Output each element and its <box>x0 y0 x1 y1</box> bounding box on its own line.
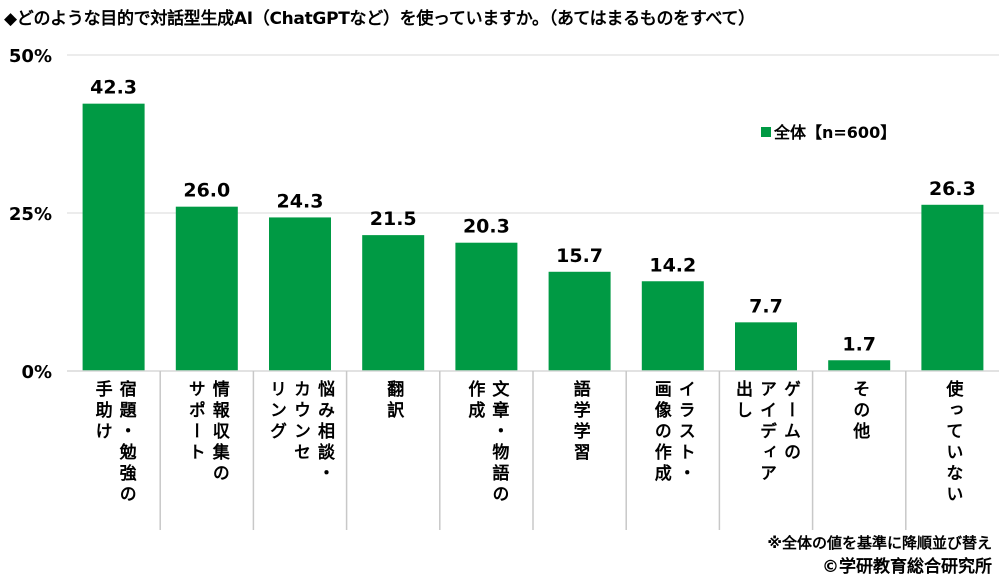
category-label: 宿題・勉強の 手助け <box>91 380 136 506</box>
bar <box>455 242 518 371</box>
bar <box>641 281 704 371</box>
category-label: イラスト・ 画像の作成 <box>650 380 695 485</box>
category-label: 語学学習 <box>569 380 590 464</box>
legend-swatch <box>761 127 771 137</box>
chart-title: ◆どのような目的で対話型生成AI（ChatGPTなど）を使っていますか。（あては… <box>4 9 755 29</box>
category-label: 情報収集の サポート <box>184 380 229 485</box>
data-label: 14.2 <box>649 254 696 276</box>
category-label: 使っていない <box>942 380 963 506</box>
category-label: その他 <box>849 380 870 443</box>
bar <box>735 322 797 371</box>
y-tick-label: 0% <box>21 362 52 383</box>
bar <box>82 103 145 371</box>
data-label: 42.3 <box>90 77 137 99</box>
bar <box>921 204 984 371</box>
category-label: 文章・物語の 作成 <box>464 380 509 506</box>
y-tick-label: 25% <box>9 204 52 225</box>
category-label: 悩み相談・ カウンセ リング <box>266 380 334 485</box>
sort-note: ※全体の値を基準に降順並び替え <box>767 534 992 552</box>
bar <box>548 271 611 371</box>
data-label: 21.5 <box>370 208 417 230</box>
data-label: 15.7 <box>556 245 603 267</box>
legend-label: 全体【n=600】 <box>773 123 896 142</box>
data-label: 1.7 <box>842 333 876 355</box>
data-label: 20.3 <box>463 216 510 238</box>
bar <box>362 235 425 371</box>
category-label: 翻訳 <box>383 380 404 422</box>
credit: ©学研教育総合研究所 <box>822 557 992 577</box>
y-tick-label: 50% <box>9 46 52 67</box>
bar <box>269 217 331 371</box>
data-label: 26.3 <box>929 178 976 200</box>
data-label: 24.3 <box>277 190 324 212</box>
bar <box>828 360 891 371</box>
data-label: 26.0 <box>183 180 230 202</box>
category-label: ゲームの アイディア 出し <box>732 380 800 485</box>
bar <box>175 206 238 371</box>
data-label: 7.7 <box>749 295 783 317</box>
